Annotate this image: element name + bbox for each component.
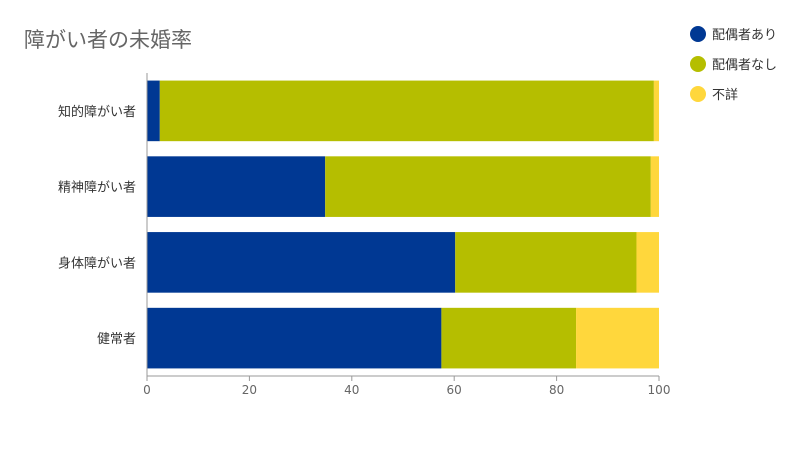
chart-title: 障がい者の未婚率 — [24, 28, 192, 52]
bar-segment — [441, 307, 577, 369]
x-tick-label: 20 — [242, 383, 257, 397]
bar-segment — [147, 307, 442, 369]
bar-segment — [325, 156, 651, 217]
legend-marker[interactable] — [690, 86, 706, 102]
bar-segment — [455, 232, 637, 293]
bar-segment — [147, 232, 456, 293]
category-label: 知的障がい者 — [58, 104, 136, 120]
bar-segment — [636, 232, 659, 293]
legend-marker[interactable] — [690, 26, 706, 42]
bar-segment — [147, 80, 160, 142]
x-tick-label: 0 — [143, 383, 151, 397]
bar-segment — [650, 156, 659, 217]
bar-segment — [147, 156, 326, 217]
category-label: 身体障がい者 — [58, 255, 136, 271]
bar-segment — [159, 80, 654, 142]
x-tick-label: 40 — [344, 383, 359, 397]
x-tick-label: 60 — [447, 383, 462, 397]
category-label: 健常者 — [97, 332, 136, 347]
legend-label[interactable]: 不詳 — [712, 87, 738, 103]
x-tick-label: 80 — [549, 383, 564, 397]
bar-segment — [653, 80, 659, 142]
legend-label[interactable]: 配偶者あり — [712, 28, 777, 43]
category-label: 精神障がい者 — [58, 181, 136, 196]
legend-marker[interactable] — [690, 56, 706, 72]
legend-label[interactable]: 配偶者なし — [712, 58, 777, 73]
bar-segment — [576, 307, 659, 369]
x-tick-label: 100 — [648, 383, 671, 397]
